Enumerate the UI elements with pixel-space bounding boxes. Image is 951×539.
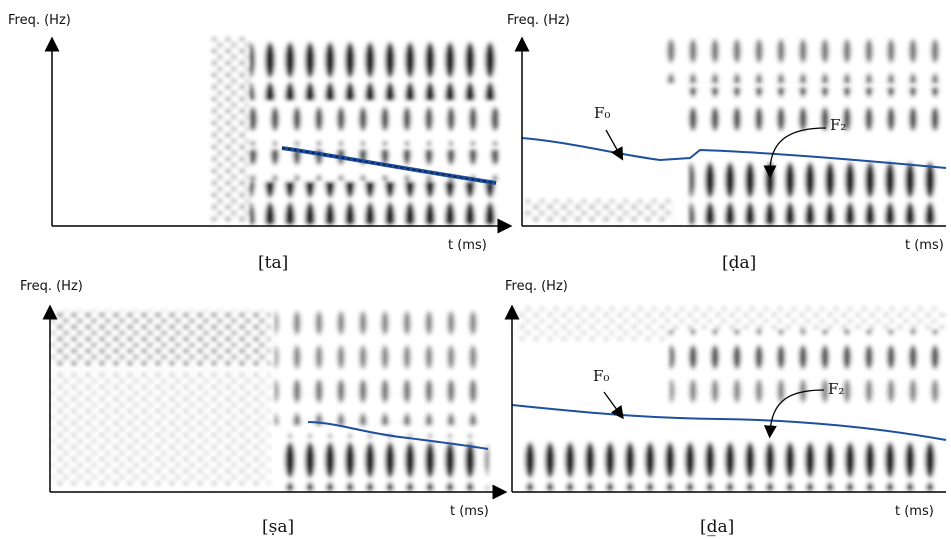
x-label: t (ms) — [448, 238, 487, 253]
caption: [ḍa] — [722, 253, 756, 273]
caption: [ṣa] — [262, 517, 294, 537]
y-label: Freq. (Hz) — [505, 279, 568, 294]
x-label: t (ms) — [450, 504, 489, 519]
spectrogram — [515, 305, 945, 490]
y-label: Freq. (Hz) — [20, 279, 83, 294]
spectrogram — [212, 38, 498, 224]
panel-da: Freq. (Hz) t (ms) [ḍa] F₀ F₂ — [507, 13, 947, 273]
x-label: t (ms) — [895, 504, 934, 519]
caption: [d̲a] — [700, 517, 734, 537]
panel-da-2: Freq. (Hz) t (ms) [d̲a] F₀ F₂ — [504, 279, 947, 537]
caption: [ta] — [258, 253, 288, 273]
annotation-f2: F₂ — [830, 116, 846, 134]
spectrogram — [52, 310, 488, 490]
annotation-f2: F₂ — [828, 380, 844, 398]
panel-sa: Freq. (Hz) t (ms) [ṣa] — [20, 279, 508, 537]
y-label: Freq. (Hz) — [507, 13, 570, 28]
y-label: Freq. (Hz) — [8, 13, 71, 28]
panel-ta: Freq. (Hz) t (ms) [ta] — [8, 13, 513, 273]
x-label: t (ms) — [905, 238, 944, 253]
annotation-f0: F₀ — [593, 367, 609, 385]
annotation-f0: F₀ — [594, 104, 610, 122]
spectrogram — [524, 38, 945, 224]
